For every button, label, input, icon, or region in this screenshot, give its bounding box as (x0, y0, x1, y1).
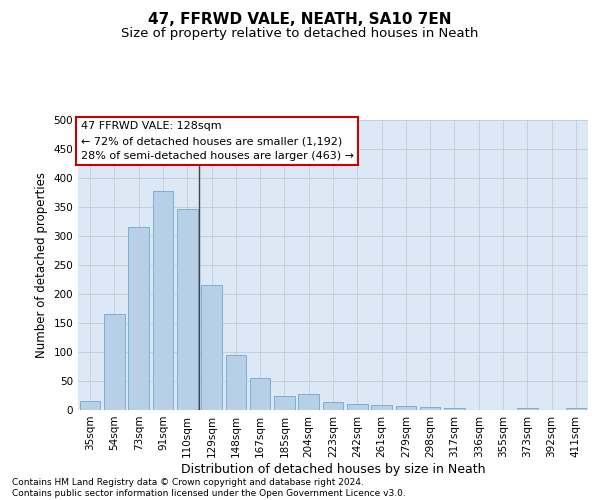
Bar (128, 228, 149, 410)
Bar (347, 404, 368, 410)
Bar (104, 314, 125, 410)
Bar (250, 378, 271, 410)
Bar (323, 402, 343, 410)
Bar (371, 405, 392, 410)
Y-axis label: Number of detached properties: Number of detached properties (35, 172, 48, 358)
X-axis label: Distribution of detached houses by size in Neath: Distribution of detached houses by size … (181, 462, 485, 475)
Bar (152, 191, 173, 410)
Bar (274, 396, 295, 410)
Bar (298, 394, 319, 410)
Bar (395, 406, 416, 410)
Bar (444, 408, 465, 410)
Text: Size of property relative to detached houses in Neath: Size of property relative to detached ho… (121, 28, 479, 40)
Bar (566, 408, 586, 410)
Bar (177, 208, 197, 410)
Text: 47, FFRWD VALE, NEATH, SA10 7EN: 47, FFRWD VALE, NEATH, SA10 7EN (148, 12, 452, 28)
Bar (226, 356, 246, 410)
Text: Contains HM Land Registry data © Crown copyright and database right 2024.
Contai: Contains HM Land Registry data © Crown c… (12, 478, 406, 498)
Text: 47 FFRWD VALE: 128sqm
← 72% of detached houses are smaller (1,192)
28% of semi-d: 47 FFRWD VALE: 128sqm ← 72% of detached … (80, 122, 353, 161)
Bar (517, 408, 538, 410)
Bar (201, 286, 222, 410)
Bar (80, 402, 100, 410)
Bar (420, 407, 440, 410)
